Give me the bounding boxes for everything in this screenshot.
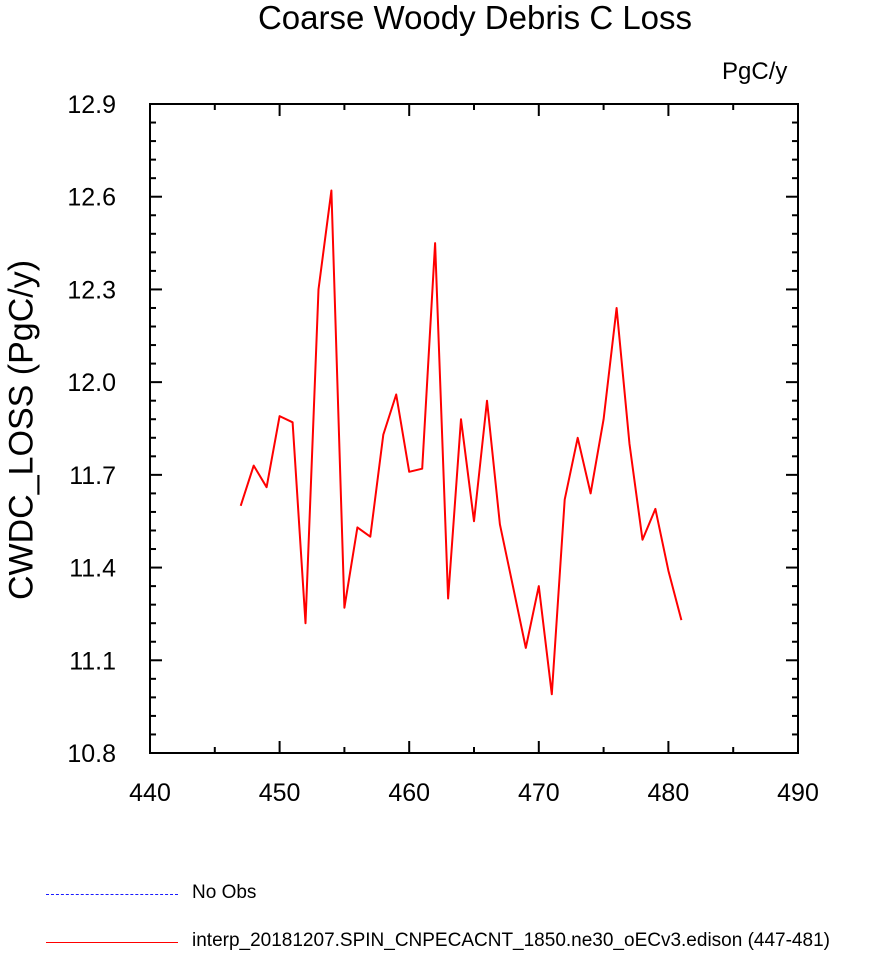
series-lines [239,189,683,696]
y-tick-label: 12.9 [67,91,116,119]
legend: No Obs interp_20181207.SPIN_CNPECACNT_18… [0,870,896,958]
axis-ticks [149,103,799,754]
y-tick-label: 12.0 [67,369,116,397]
y-tick-label: 12.6 [67,184,116,212]
legend-label-model: interp_20181207.SPIN_CNPECACNT_1850.ne30… [192,930,830,951]
x-tick-label: 470 [518,779,560,807]
legend-item-no-obs: No Obs [0,880,896,910]
y-tick-label: 12.3 [67,276,116,304]
x-tick-label: 450 [259,779,301,807]
legend-swatch-model [46,942,178,943]
legend-swatch-no-obs [46,894,178,895]
legend-label-no-obs: No Obs [192,882,257,903]
x-tick-label: 480 [648,779,690,807]
plot-frame [149,103,799,754]
y-tick-label: 11.1 [69,647,116,675]
units-label: PgC/y [722,58,788,85]
legend-item-model: interp_20181207.SPIN_CNPECACNT_1850.ne30… [0,928,896,958]
x-tick-label: 460 [388,779,430,807]
x-tick-label: 490 [777,779,819,807]
tick-labels: 440 450 460 470 480 490 10.8 11.1 11.4 11.7 12.0 12… [67,91,819,807]
y-tick-label: 11.7 [69,462,116,490]
x-tick-label: 440 [129,779,171,807]
series-line-1 [239,189,683,696]
chart-title: Coarse Woody Debris C Loss [257,0,693,36]
y-tick-label: 10.8 [67,740,116,768]
y-tick-label: 11.4 [69,555,116,583]
